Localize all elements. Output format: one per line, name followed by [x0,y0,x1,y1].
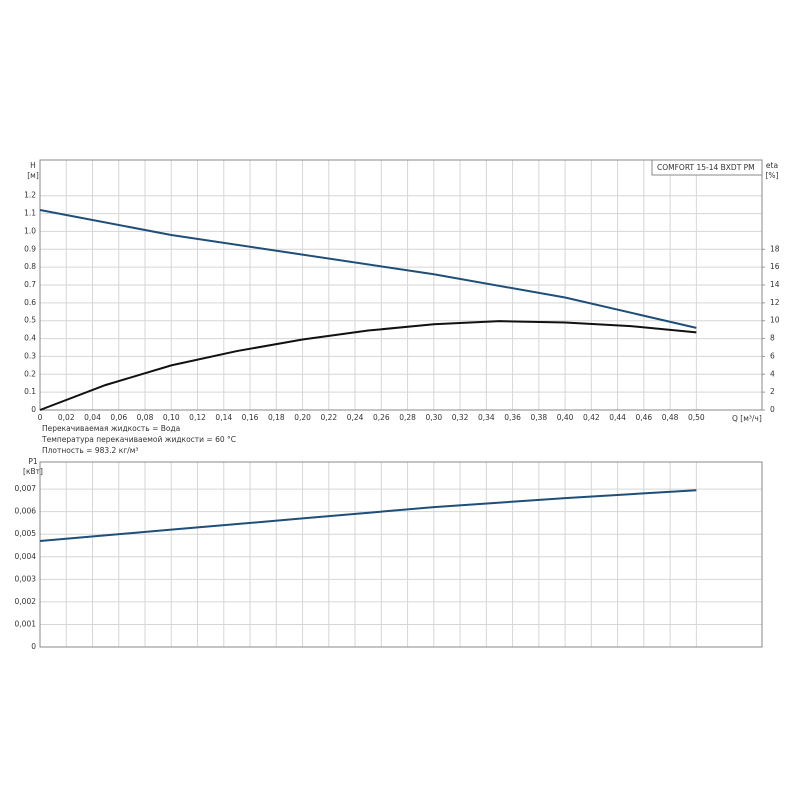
y2-tick-label: 0 [770,405,775,414]
plot-frame [39,159,763,411]
y-label: P1 [28,457,38,466]
y2-tick-label: 14 [770,280,780,289]
y-unit: [м] [27,171,39,180]
y-tick-label: 0.9 [24,244,36,253]
y2-tick-label: 6 [770,351,775,360]
y-tick-label: 0,004 [15,552,37,561]
y2-label: eta [766,161,778,170]
note: Перекачиваемая жидкость = Вода [42,424,180,433]
y-tick-label: 1.1 [24,209,36,218]
x-tick-label: 0,50 [688,413,705,422]
y-tick-label: 0,007 [15,484,37,493]
x-label: Q [м³/ч] [732,414,762,423]
x-tick-label: 0,46 [636,413,653,422]
y-tick-label: 1.2 [24,191,36,200]
legend-box [651,159,763,176]
x-tick-label: 0,48 [662,413,679,422]
y-tick-label: 1.0 [24,226,36,235]
y2-tick-label: 8 [770,334,775,343]
curve [39,489,697,542]
y2-tick-label: 10 [770,316,780,325]
x-tick-label: 0,36 [504,413,521,422]
y-tick-label: 0,001 [15,619,37,628]
x-tick-label: 0,06 [110,413,127,422]
x-tick-label: 0,14 [215,413,232,422]
x-tick-label: 0,26 [373,413,390,422]
y-tick-label: 0 [31,642,36,651]
y2-tick-label: 12 [770,298,780,307]
x-tick-label: 0 [38,413,43,422]
y-tick-label: 0.2 [24,369,36,378]
x-tick-label: 0,16 [242,413,259,422]
note: Температура перекачиваемой жидкости = 60… [41,435,236,444]
y2-tick-label: 16 [770,262,780,271]
x-tick-label: 0,08 [137,413,154,422]
y2-tick-label: 2 [770,387,775,396]
x-tick-label: 0,30 [425,413,442,422]
plot-frame [39,461,763,648]
y2-unit: [%] [766,171,779,180]
y2-tick-label: 18 [770,244,780,253]
x-tick-label: 0,02 [58,413,75,422]
y-tick-label: 0.5 [24,316,36,325]
y-unit: [кВт] [23,467,43,476]
x-tick-label: 0,18 [268,413,285,422]
y-tick-label: 0.8 [24,262,36,271]
y-tick-label: 0 [31,405,36,414]
y-label: H [30,161,36,170]
y-tick-label: 0.3 [24,351,36,360]
x-tick-label: 0,38 [530,413,547,422]
x-tick-label: 0,04 [84,413,101,422]
y-tick-label: 0.1 [24,387,36,396]
y-tick-label: 0,002 [15,597,37,606]
note: Плотность = 983.2 кг/м³ [42,446,138,455]
x-tick-label: 0,42 [583,413,600,422]
y-tick-label: 0.7 [24,280,36,289]
x-tick-label: 0,32 [452,413,469,422]
y2-tick-label: 4 [770,369,775,378]
curve [39,209,697,329]
y-tick-label: 0.4 [24,334,36,343]
x-tick-label: 0,20 [294,413,311,422]
legend-title: COMFORT 15-14 BXDT PM [657,163,755,172]
x-tick-label: 0,34 [478,413,495,422]
y-tick-label: 0,005 [15,529,37,538]
x-tick-label: 0,22 [320,413,337,422]
curve [39,320,697,411]
y-tick-label: 0,003 [15,574,37,583]
x-tick-label: 0,12 [189,413,206,422]
y-tick-label: 0.6 [24,298,36,307]
x-tick-label: 0,44 [609,413,626,422]
x-tick-label: 0,40 [557,413,574,422]
y-tick-label: 0,006 [15,507,37,516]
x-tick-label: 0,28 [399,413,416,422]
x-tick-label: 0,10 [163,413,180,422]
x-tick-label: 0,24 [347,413,364,422]
